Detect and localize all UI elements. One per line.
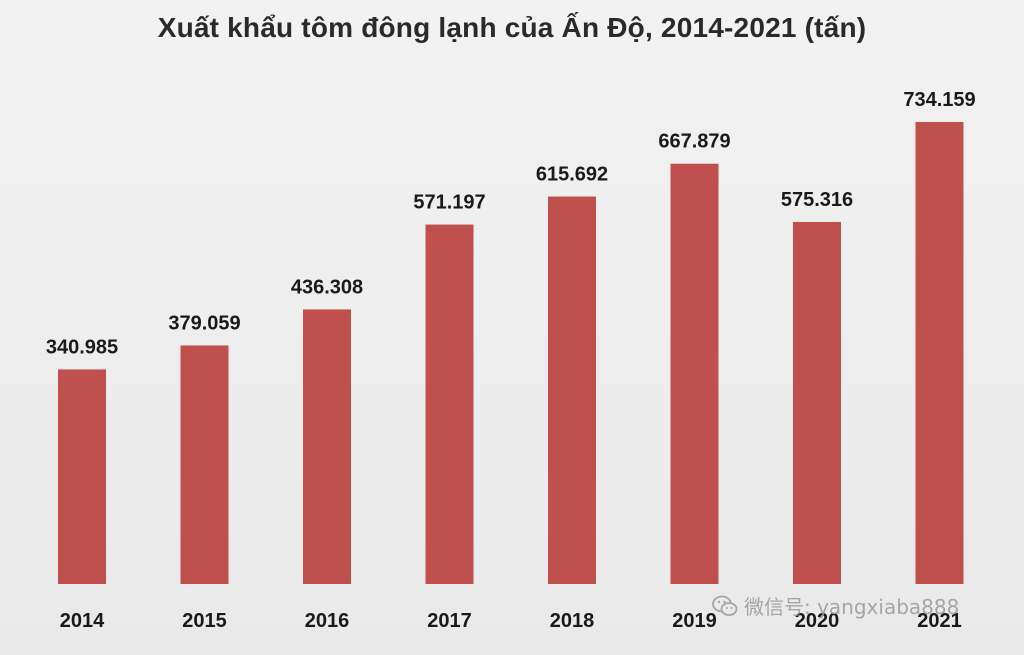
- x-tick-2017: 2017: [427, 610, 472, 632]
- bar-2021: [915, 122, 964, 584]
- watermark-text: 微信号: yangxiaba888: [744, 595, 960, 619]
- x-tick-2014: 2014: [60, 610, 105, 632]
- value-label-2015: 379.059: [168, 312, 240, 334]
- value-label-2021: 734.159: [903, 89, 975, 111]
- watermark: 微信号: yangxiaba888: [712, 591, 959, 620]
- value-label-2016: 436.308: [291, 276, 363, 298]
- x-tick-2018: 2018: [550, 610, 595, 632]
- chart-title: Xuất khẩu tôm đông lạnh của Ấn Độ, 2014-…: [157, 12, 867, 43]
- bar-2016: [303, 309, 351, 584]
- bar-2017: [425, 224, 474, 584]
- x-tick-2021: 2021: [917, 610, 962, 632]
- bar-2015: [180, 345, 229, 584]
- x-tick-2020: 2020: [795, 610, 840, 632]
- bar-2019: [670, 163, 719, 584]
- bar-2014: [58, 369, 106, 584]
- bar-2020: [793, 221, 841, 584]
- x-tick-2016: 2016: [305, 610, 350, 632]
- value-label-2018: 615.692: [536, 164, 608, 186]
- wechat-icon: [712, 594, 738, 618]
- value-label-2019: 667.879: [658, 131, 730, 153]
- bar-2018: [548, 196, 596, 584]
- x-tick-2019: 2019: [672, 610, 717, 632]
- value-label-2017: 571.197: [413, 192, 485, 214]
- value-label-2020: 575.316: [781, 189, 853, 211]
- value-label-2014: 340.985: [46, 336, 118, 358]
- x-tick-2015: 2015: [182, 610, 227, 632]
